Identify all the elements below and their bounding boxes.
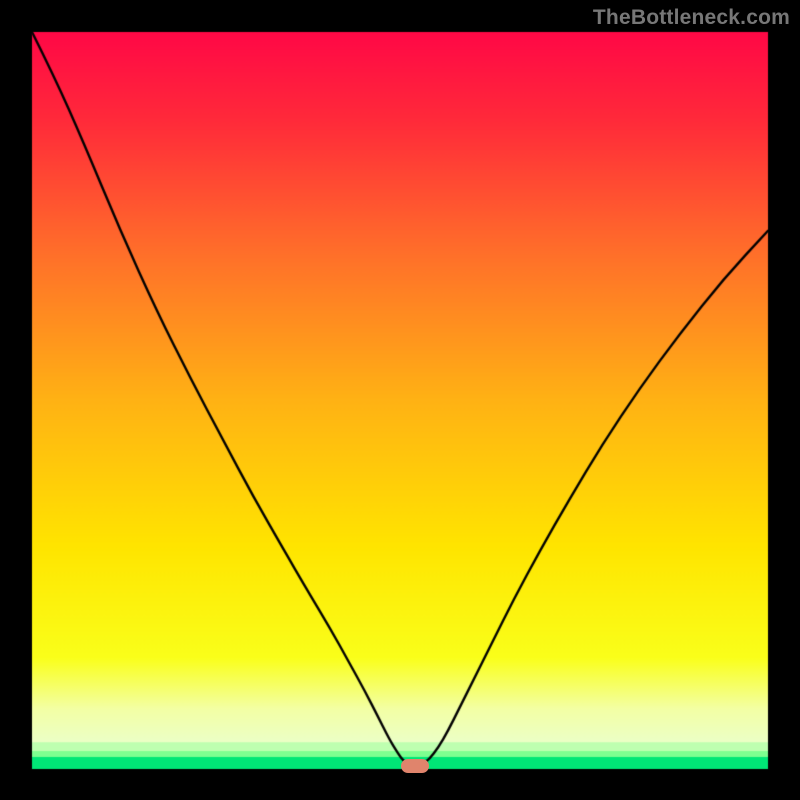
chart-stage: TheBottleneck.com (0, 0, 800, 800)
bottleneck-curve (0, 0, 800, 800)
watermark-text: TheBottleneck.com (593, 6, 790, 30)
bottleneck-marker (401, 759, 429, 773)
